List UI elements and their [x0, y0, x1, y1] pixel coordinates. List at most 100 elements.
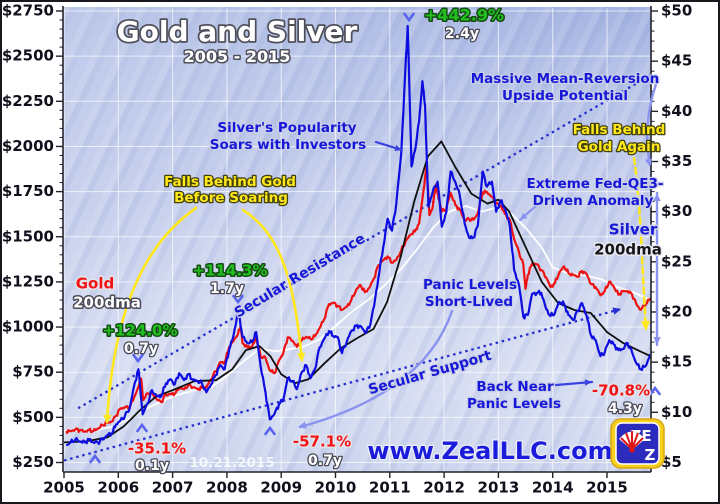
logo-fan-rays — [620, 431, 644, 450]
x-label: 2011 — [369, 479, 411, 497]
panic-levels-arrow — [298, 309, 454, 429]
trough-marker-icon — [136, 422, 148, 433]
falls-behind-right-arrow — [241, 208, 304, 362]
y-left-label: $750 — [12, 363, 54, 381]
annotation: 200dma — [73, 294, 141, 312]
annotation: 0.1y — [135, 458, 169, 474]
annotation: 4.3y — [608, 401, 642, 417]
falls-behind-left-arrow — [105, 206, 198, 424]
annotation: Panic Levels — [467, 396, 561, 412]
gold-line — [65, 164, 651, 434]
y-left-label: $1500 — [2, 227, 54, 245]
y-right-label: $25 — [661, 252, 692, 270]
annotation: -70.8% — [592, 382, 650, 400]
arrowhead — [296, 352, 306, 362]
y-right-label: $10 — [661, 403, 692, 421]
x-label: 2014 — [532, 479, 574, 497]
peak-marker-icon — [132, 353, 144, 364]
zeal-logo: ZE Z — [610, 418, 665, 469]
y-right-label: $15 — [661, 353, 692, 371]
annotation: 200dma — [594, 241, 662, 259]
arrowhead — [584, 379, 592, 386]
chart-title: Gold and Silver — [117, 15, 358, 48]
annotation: Extreme Fed-QE3- — [527, 176, 664, 192]
annotation: Falls Behind — [573, 122, 666, 138]
y-right-label: $35 — [661, 152, 692, 170]
y-left-label: $1250 — [2, 272, 54, 290]
annotation: 1.7y — [210, 281, 244, 297]
trough-marker-icon — [89, 453, 101, 464]
arrowhead — [298, 421, 307, 429]
y-left-label: $1750 — [2, 182, 54, 200]
watermark-url: www.ZealLLC.com — [367, 437, 612, 465]
y-right-label: $20 — [661, 302, 692, 320]
annotation: -57.1% — [293, 433, 351, 451]
annotation: Falls Behind Gold — [164, 174, 296, 190]
y-right-label: $30 — [661, 202, 692, 220]
arrowhead — [612, 307, 622, 315]
chart-subtitle: 2005 - 2015 — [184, 47, 291, 66]
logo-fan-pivot — [629, 447, 635, 453]
peak-marker-icon — [232, 294, 244, 305]
annotation: 2.4y — [445, 26, 479, 42]
ticks — [56, 10, 658, 478]
silver-200dma-line — [63, 140, 651, 444]
annotation: Back Near — [476, 379, 554, 395]
x-label: 2008 — [206, 479, 248, 497]
y-right-label: $45 — [661, 52, 692, 70]
arrowhead — [520, 212, 528, 220]
x-label: 2015 — [586, 479, 628, 497]
arrowhead — [644, 158, 653, 167]
y-left-label: $2000 — [2, 137, 54, 155]
arrowhead — [641, 75, 651, 83]
y-left-label: $500 — [12, 408, 54, 426]
y-right-label: $5 — [661, 453, 682, 471]
tick-labels: $2750 $2500 $2250 $2000 $1750 $1500 $1250 $1000… — [2, 2, 693, 497]
x-label: 2006 — [97, 479, 139, 497]
annotation: Massive Mean-Reversion — [471, 71, 660, 87]
trough-marker-icon — [264, 425, 276, 436]
y-left-label: $2750 — [2, 2, 54, 20]
y-left-label: $250 — [12, 453, 54, 471]
arrowhead — [653, 193, 661, 201]
annotation: +442.9% — [424, 6, 504, 25]
trough-marker-icon — [649, 385, 661, 396]
x-label: 2009 — [260, 479, 302, 497]
chart-date: 10.21.2015 — [189, 455, 274, 471]
annotation: Gold Again — [578, 139, 661, 155]
annotation: Silver — [609, 221, 658, 239]
secular-support-line — [63, 307, 622, 462]
annotation: Before Soaring — [174, 190, 288, 206]
gold-200dma-line — [63, 205, 651, 433]
arrowhead — [640, 320, 651, 331]
x-label: 2007 — [152, 479, 194, 497]
annotation: Panic Levels — [423, 277, 517, 293]
falls-behind-again-arrow — [632, 156, 648, 330]
annotation: Soars with Investors — [210, 137, 366, 153]
y-left-label: $2500 — [2, 47, 54, 65]
annotation: 0.7y — [124, 341, 158, 357]
gridlines — [63, 8, 651, 472]
annotation: Gold — [76, 275, 115, 293]
arrowhead — [103, 414, 112, 424]
annotation: Silver's Popularity — [217, 120, 356, 136]
logo-letters-bottom: Z — [645, 446, 656, 464]
annotation: Secular Support — [367, 348, 494, 399]
peak-marker-icon — [403, 12, 415, 23]
y-left-label: $1000 — [2, 318, 54, 336]
y-right-label: $50 — [661, 2, 692, 20]
arrowhead — [394, 144, 402, 152]
annotation: +114.3% — [192, 262, 267, 280]
annotation: Driven Anomaly — [533, 193, 654, 209]
annotation: Short-Lived — [425, 294, 513, 310]
y-right-label: $40 — [661, 102, 692, 120]
annotation: -35.1% — [128, 440, 186, 458]
mean-reversion-curve — [645, 82, 658, 166]
x-label: 2005 — [43, 479, 85, 497]
x-label: 2013 — [478, 479, 520, 497]
y-left-label: $2250 — [2, 92, 54, 110]
x-label: 2012 — [423, 479, 465, 497]
annotation: Upside Potential — [502, 88, 628, 104]
